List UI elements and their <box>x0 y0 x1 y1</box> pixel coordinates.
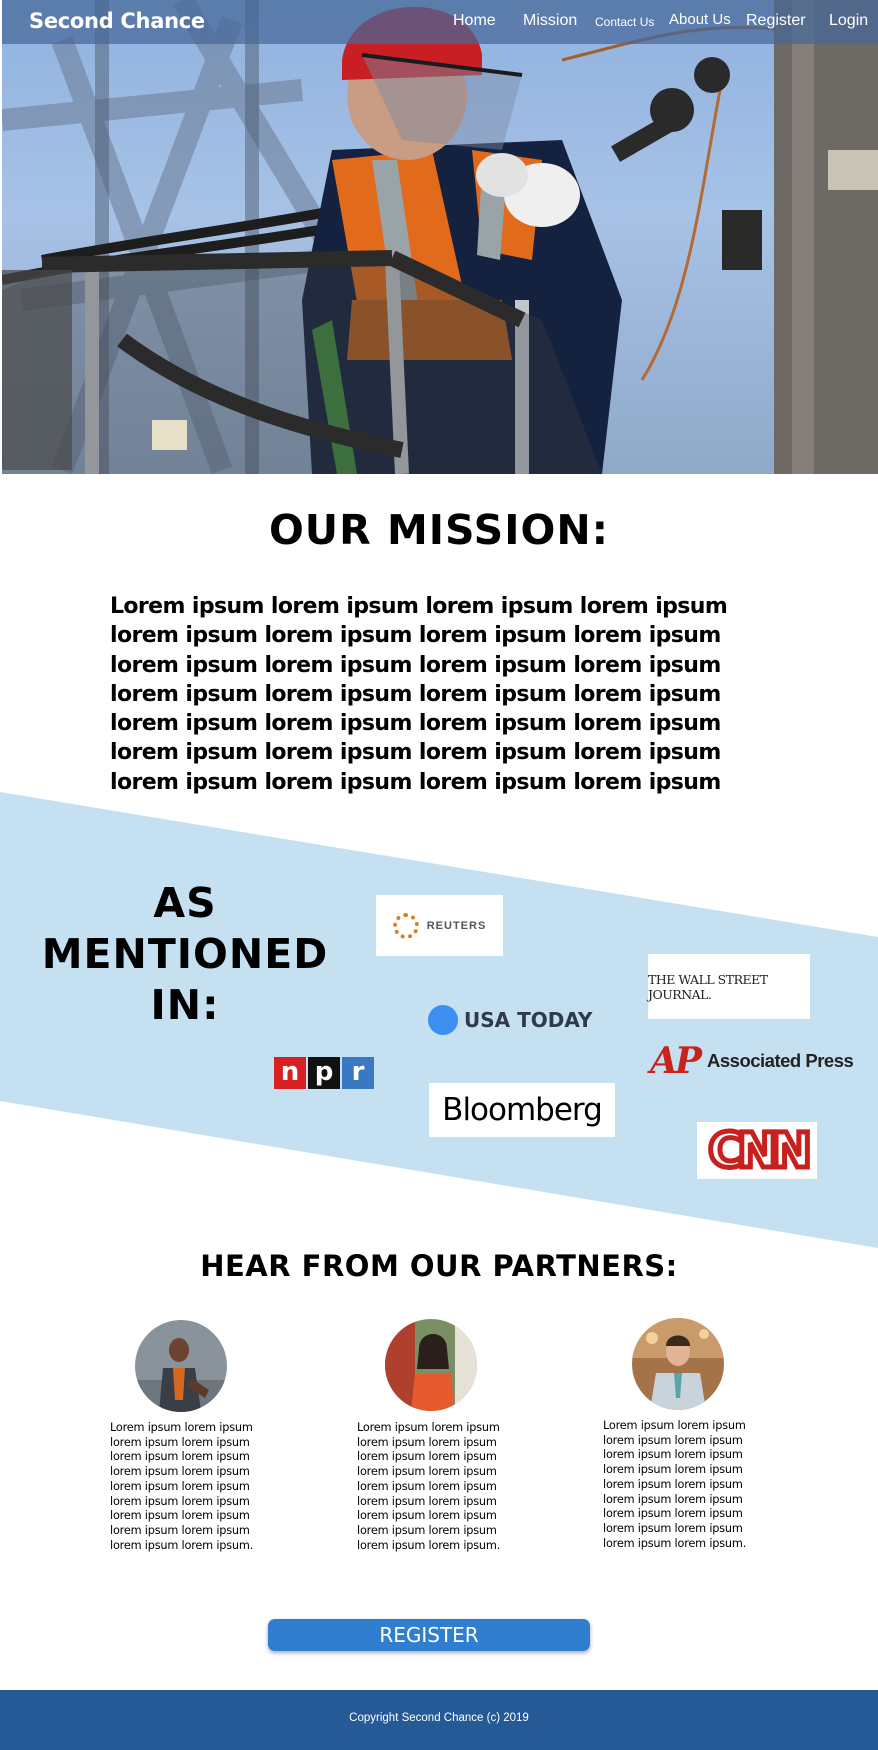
npr-letter-n: n <box>274 1057 306 1089</box>
npr-letter-p: p <box>308 1057 340 1089</box>
nav-register[interactable]: Register <box>746 12 806 29</box>
partner-quote-2: Lorem ipsum lorem ipsum lorem ipsum lore… <box>357 1421 501 1552</box>
footer: Copyright Second Chance (c) 2019 <box>0 1690 878 1750</box>
footer-copyright: Copyright Second Chance (c) 2019 <box>349 1712 529 1724</box>
bloomberg-label: Bloomberg <box>442 1092 603 1128</box>
partner-avatar-1 <box>135 1320 227 1412</box>
usatoday-label: USA TODAY <box>464 1008 593 1032</box>
partner-photo-3 <box>632 1318 724 1410</box>
usatoday-dot-icon <box>428 1005 458 1035</box>
usatoday-logo: USA TODAY <box>428 1005 592 1035</box>
register-button[interactable]: REGISTER <box>268 1619 590 1651</box>
partner-photo-2 <box>385 1319 477 1411</box>
partner-quote-1: Lorem ipsum lorem ipsum lorem ipsum lore… <box>110 1421 254 1552</box>
nav-mission[interactable]: Mission <box>523 12 578 29</box>
npr-logo: n p r <box>274 1057 376 1089</box>
reuters-label: REUTERS <box>426 919 487 932</box>
hero-illustration <box>2 0 878 474</box>
brand-logo[interactable]: Second Chance <box>29 9 205 33</box>
mentioned-title: AS MENTIONED IN: <box>41 879 329 1029</box>
partner-avatar-3 <box>632 1318 724 1410</box>
reuters-logo: REUTERS <box>376 895 503 956</box>
mission-body: Lorem ipsum lorem ipsum lorem ipsum lore… <box>110 594 728 795</box>
nav-home[interactable]: Home <box>453 12 496 29</box>
cnn-logo: CNN <box>697 1122 817 1179</box>
top-navbar: Second Chance Home Mission Contact Us Ab… <box>2 0 878 44</box>
ap-logo: AP Associated Press <box>650 1040 854 1082</box>
reuters-icon <box>392 912 419 939</box>
ap-label: Associated Press <box>707 1050 854 1071</box>
nav-about-us[interactable]: About Us <box>669 11 731 28</box>
wsj-label: THE WALL STREET JOURNAL. <box>648 971 768 1002</box>
partners-title: HEAR FROM OUR PARTNERS: <box>200 1249 678 1283</box>
hero-image: Second Chance Home Mission Contact Us Ab… <box>2 0 878 474</box>
mission-title: OUR MISSION: <box>268 506 610 554</box>
wsj-logo: THE WALL STREET JOURNAL. <box>648 954 810 1019</box>
ap-mark: AP <box>650 1040 702 1082</box>
nav-login[interactable]: Login <box>829 12 869 29</box>
bloomberg-logo: Bloomberg <box>429 1083 615 1137</box>
partner-avatar-2 <box>385 1319 477 1411</box>
cnn-label: CNN <box>706 1122 815 1179</box>
npr-letter-r: r <box>342 1057 374 1089</box>
partner-photo-1 <box>135 1320 227 1412</box>
partner-quote-3: Lorem ipsum lorem ipsum lorem ipsum lore… <box>603 1419 747 1550</box>
nav-contact-us[interactable]: Contact Us <box>595 15 655 29</box>
